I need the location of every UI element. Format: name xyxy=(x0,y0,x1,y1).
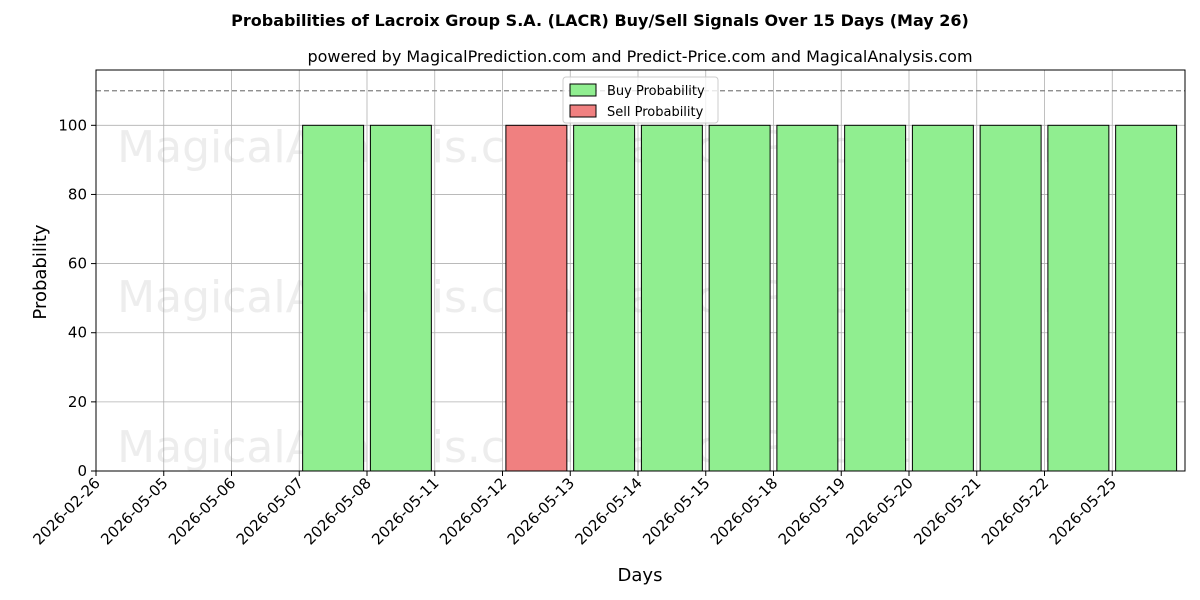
buy-bar xyxy=(844,124,907,472)
buy-bar xyxy=(979,124,1042,472)
legend: Buy Probability Sell Probability xyxy=(562,76,719,124)
x-tick-label: 2026-05-14 xyxy=(571,474,645,548)
buy-bar xyxy=(640,124,703,472)
buy-bar xyxy=(776,124,839,472)
x-tick-label: 2026-05-06 xyxy=(165,474,239,548)
y-tick-label: 40 xyxy=(68,324,87,342)
bars xyxy=(302,124,1178,472)
y-tick-label: 60 xyxy=(68,255,87,273)
x-ticks: 2026-02-262026-05-052026-05-062026-05-07… xyxy=(29,471,1120,548)
x-tick-label: 2026-05-05 xyxy=(97,474,171,548)
y-ticks: 0 20 40 60 80 100 xyxy=(58,116,96,480)
buy-bar xyxy=(1047,124,1110,472)
buy-bar xyxy=(708,124,771,472)
chart-title: Probabilities of Lacroix Group S.A. (LAC… xyxy=(231,11,969,30)
x-tick-label: 2026-05-07 xyxy=(233,474,307,548)
legend-label: Sell Probability xyxy=(607,105,704,120)
plot-frame xyxy=(95,69,1186,472)
x-tick-label: 2026-05-12 xyxy=(436,474,510,548)
legend-swatch xyxy=(569,104,597,118)
y-axis-label: Probability xyxy=(30,224,51,319)
x-tick-label: 2026-05-20 xyxy=(842,474,916,548)
buy-bar xyxy=(302,124,365,472)
x-axis-label: Days xyxy=(618,565,663,586)
sell-bar xyxy=(505,124,568,472)
x-tick-label: 2026-05-25 xyxy=(1046,474,1120,548)
chart-subtitle: powered by MagicalPrediction.com and Pre… xyxy=(307,47,972,66)
y-tick-label: 100 xyxy=(58,116,87,134)
x-tick-label: 2026-05-21 xyxy=(910,474,984,548)
x-tick-label: 2026-05-08 xyxy=(300,474,374,548)
buy-bar xyxy=(911,124,974,472)
legend-box xyxy=(562,76,719,124)
buy-bar xyxy=(1115,124,1178,472)
buy-bar xyxy=(573,124,636,472)
x-tick-label: 2026-05-13 xyxy=(504,474,578,548)
x-tick-label: 2026-02-26 xyxy=(29,474,103,548)
x-tick-label: 2026-05-22 xyxy=(978,474,1052,548)
x-tick-label: 2026-05-18 xyxy=(707,474,781,548)
y-tick-label: 80 xyxy=(68,185,87,203)
buy-bar xyxy=(369,124,432,472)
legend-label: Buy Probability xyxy=(607,84,705,99)
y-tick-label: 20 xyxy=(68,393,87,411)
x-tick-label: 2026-05-19 xyxy=(775,474,849,548)
y-tick-label: 0 xyxy=(77,462,87,480)
x-tick-label: 2026-05-11 xyxy=(368,474,442,548)
x-tick-label: 2026-05-15 xyxy=(639,474,713,548)
legend-swatch xyxy=(569,83,597,97)
